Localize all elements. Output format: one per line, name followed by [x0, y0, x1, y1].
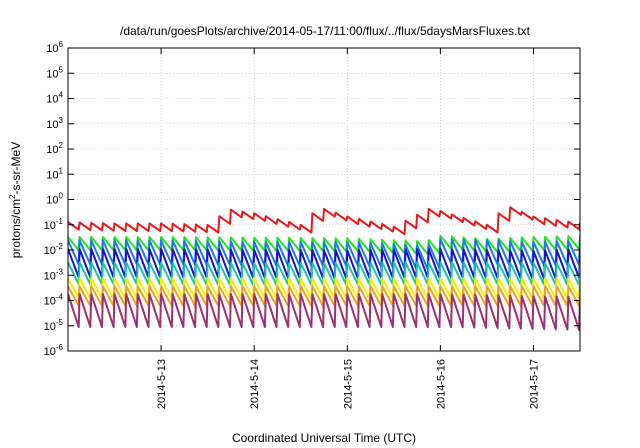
series-line-3: [68, 238, 580, 271]
ticks: [68, 47, 580, 352]
y-tick-label-base: 10: [44, 220, 56, 232]
y-tick-label: 10-1: [44, 217, 64, 232]
y-tick-label: 105: [46, 65, 63, 80]
y-tick-label-base: 10: [44, 296, 56, 308]
x-tick-labels: 2014-5-13 2014-5-14 2014-5-15 2014-5-16 2014…: [156, 359, 540, 409]
series-line-4: [68, 248, 580, 281]
y-tick-label-base: 10: [46, 119, 58, 131]
y-tick-label-base: 10: [46, 169, 58, 181]
y-tick-label: 10-6: [44, 343, 64, 358]
series-group: [68, 206, 580, 331]
y-tick-label-base: 10: [44, 245, 56, 257]
y-tick-label-base: 10: [46, 195, 58, 207]
y-axis-label: protons/cm2-s-sr-MeV: [8, 142, 23, 258]
y-tick-label: 100: [46, 192, 63, 207]
series-line-6: [68, 277, 580, 300]
y-tick-label-base: 10: [46, 144, 58, 156]
y-tick-label: 102: [46, 141, 63, 156]
x-tick-label: 2014-5-13: [156, 359, 168, 409]
y-tick-label-exp: 5: [59, 65, 64, 74]
y-axis-label-base: protons/cm: [9, 199, 23, 258]
y-axis-label-sup: 2: [8, 194, 17, 199]
y-axis-label-rest: -s-sr-MeV: [9, 142, 23, 195]
y-tick-label: 103: [46, 116, 63, 131]
y-tick-label-exp: -5: [56, 318, 64, 327]
y-tick-label-base: 10: [46, 43, 58, 55]
y-tick-label-exp: 2: [59, 141, 64, 150]
y-tick-label-exp: -2: [56, 242, 64, 251]
series-line-7: [68, 285, 580, 307]
series-line-1: [68, 206, 580, 236]
series-line-2: [68, 234, 580, 256]
y-tick-label: 10-5: [44, 318, 64, 333]
y-tick-label-base: 10: [44, 270, 56, 282]
y-tick-label: 10-4: [44, 293, 64, 308]
y-tick-label-exp: 3: [59, 116, 64, 125]
series-line-5: [68, 261, 580, 287]
x-tick-label: 2014-5-15: [342, 359, 354, 409]
y-tick-label-base: 10: [46, 94, 58, 106]
y-tick-label: 10-3: [44, 267, 64, 282]
y-tick-label-exp: 1: [59, 166, 64, 175]
x-tick-label: 2014-5-16: [435, 359, 447, 409]
x-tick-label: 2014-5-17: [528, 359, 540, 409]
chart-title: /data/run/goesPlots/archive/2014-05-17/1…: [120, 24, 531, 38]
y-tick-label-exp: 0: [59, 192, 64, 201]
y-tick-labels: 10-610-510-410-310-210-11001011021031041…: [44, 40, 64, 358]
y-tick-label: 104: [46, 91, 63, 106]
x-axis-label: Coordinated Universal Time (UTC): [232, 431, 416, 445]
y-tick-label: 101: [46, 166, 63, 181]
y-tick-label: 106: [46, 40, 63, 55]
y-tick-label-base: 10: [44, 321, 56, 333]
y-tick-label-base: 10: [46, 68, 58, 80]
y-tick-label-exp: -3: [56, 267, 64, 276]
y-tick-label: 10-2: [44, 242, 64, 257]
y-tick-label-exp: -1: [56, 217, 64, 226]
y-tick-label-base: 10: [44, 346, 56, 358]
y-tick-label-exp: 6: [59, 40, 64, 49]
y-tick-label-exp: -4: [56, 293, 64, 302]
series-line-8: [68, 293, 580, 331]
y-tick-label-exp: 4: [59, 91, 64, 100]
x-tick-label: 2014-5-14: [249, 359, 261, 409]
y-tick-label-exp: -6: [56, 343, 64, 352]
